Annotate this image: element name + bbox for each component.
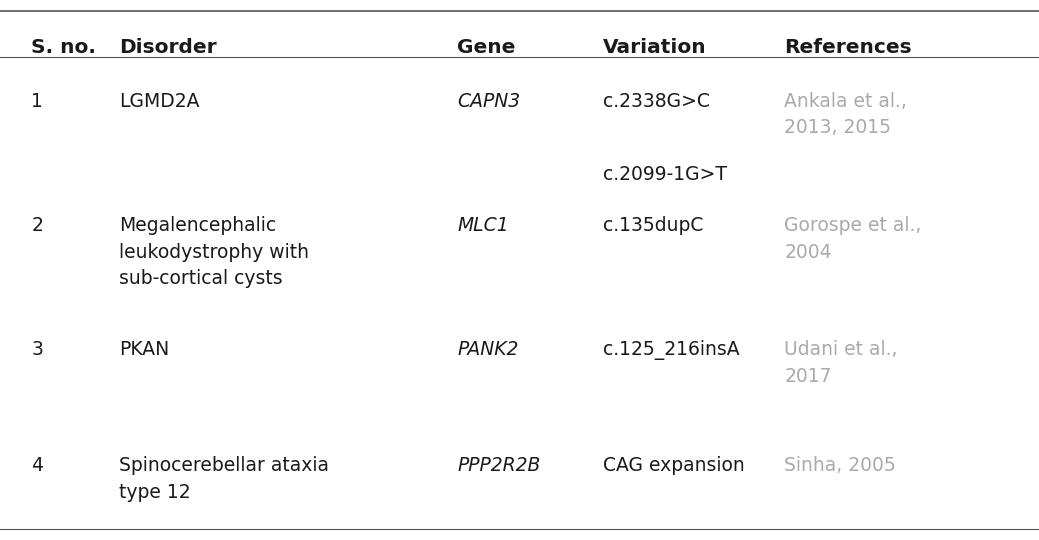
Text: References: References [784, 38, 912, 57]
Text: Udani et al.,
2017: Udani et al., 2017 [784, 340, 898, 386]
Text: 2: 2 [31, 216, 43, 235]
Text: LGMD2A: LGMD2A [119, 92, 199, 111]
Text: c.2338G>C: c.2338G>C [603, 92, 710, 111]
Text: Sinha, 2005: Sinha, 2005 [784, 456, 897, 475]
Text: Variation: Variation [603, 38, 707, 57]
Text: Megalencephalic
leukodystrophy with
sub-cortical cysts: Megalencephalic leukodystrophy with sub-… [119, 216, 310, 288]
Text: c.135dupC: c.135dupC [603, 216, 703, 235]
Text: Gene: Gene [457, 38, 515, 57]
Text: 3: 3 [31, 340, 43, 359]
Text: PPP2R2B: PPP2R2B [457, 456, 540, 475]
Text: 1: 1 [31, 92, 43, 111]
Text: 4: 4 [31, 456, 44, 475]
Text: Disorder: Disorder [119, 38, 217, 57]
Text: PANK2: PANK2 [457, 340, 518, 359]
Text: CAG expansion: CAG expansion [603, 456, 744, 475]
Text: Spinocerebellar ataxia
type 12: Spinocerebellar ataxia type 12 [119, 456, 329, 502]
Text: S. no.: S. no. [31, 38, 96, 57]
Text: Ankala et al.,
2013, 2015: Ankala et al., 2013, 2015 [784, 92, 907, 137]
Text: c.2099-1G>T: c.2099-1G>T [603, 165, 726, 184]
Text: c.125_216insA: c.125_216insA [603, 340, 739, 360]
Text: PKAN: PKAN [119, 340, 169, 359]
Text: MLC1: MLC1 [457, 216, 509, 235]
Text: Gorospe et al.,
2004: Gorospe et al., 2004 [784, 216, 922, 261]
Text: CAPN3: CAPN3 [457, 92, 521, 111]
